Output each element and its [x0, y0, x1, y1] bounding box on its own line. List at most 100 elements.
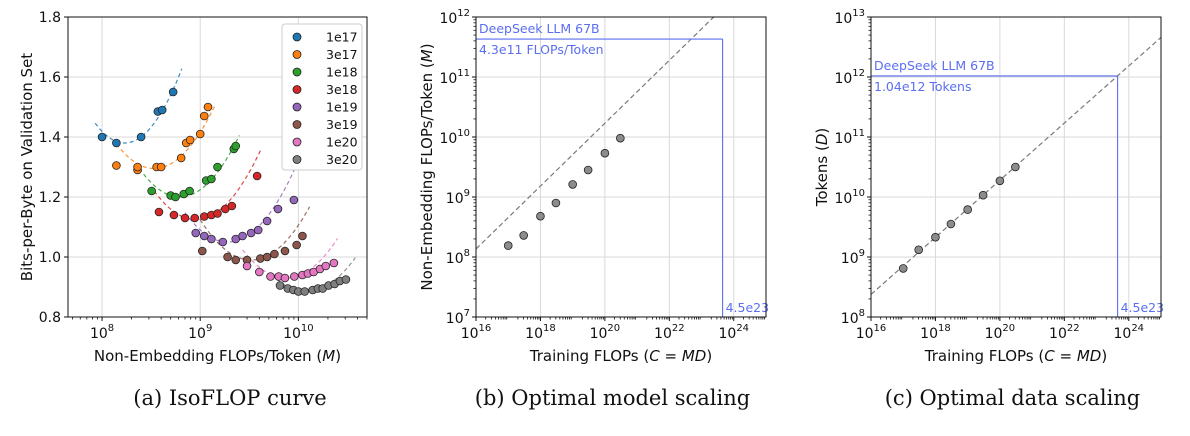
- data-point: [898, 264, 908, 273]
- y-tick-label: 1011: [439, 68, 470, 87]
- x-tick-label: 1016: [856, 323, 887, 342]
- x-tick-label: 1022: [654, 323, 685, 342]
- data-point-3e20: [300, 287, 310, 296]
- data-point: [946, 219, 956, 229]
- fit-line: [476, 17, 715, 250]
- legend-marker-1e17: [292, 32, 302, 42]
- plot-frame: [67, 16, 368, 318]
- fit-curve-1e18: [138, 135, 240, 198]
- data-point-1e19: [218, 237, 228, 247]
- x-tick-label: 1016: [461, 323, 492, 342]
- legend-marker-1e18: [292, 67, 302, 77]
- legend: 1e17 3e17 1e18 3e18 1e19 3e19 1e20 3e20: [281, 23, 363, 171]
- data-point-1e17: [168, 87, 178, 97]
- legend-marker-1e20: [292, 137, 302, 147]
- y-tick-label: 109: [841, 248, 865, 267]
- data-point: [978, 190, 988, 200]
- legend-marker-3e18: [292, 85, 302, 94]
- y-tick-label: 108: [841, 308, 865, 327]
- legend-marker-3e19: [292, 120, 302, 129]
- data-point: [536, 211, 545, 221]
- legend-label-3e19: 3e19: [326, 117, 358, 132]
- data-point: [914, 245, 923, 255]
- y-tick-label: 1.4: [39, 130, 61, 146]
- plot-frame: [475, 16, 767, 318]
- fit-curve-1e17: [94, 68, 183, 144]
- fit-curve-1e20: [242, 238, 338, 279]
- data-point-1e19: [262, 216, 272, 226]
- data-point-3e19: [262, 252, 272, 262]
- annotation-model-name: DeepSeek LLM 67B: [479, 21, 600, 36]
- y-tick-label: 1011: [834, 128, 865, 147]
- annotation-model-name: DeepSeek LLM 67B: [874, 58, 995, 73]
- data-point-1e19: [199, 231, 209, 241]
- data-point: [931, 232, 940, 242]
- data-point-3e17: [112, 161, 121, 170]
- data-point-3e18: [180, 213, 190, 223]
- data-point-3e18: [227, 201, 237, 211]
- annotation-value: 4.3e11 FLOPs/Token: [479, 42, 604, 57]
- panel-data-scaling: DeepSeek LLM 67B 1.04e12 Tokens 4.5e23 1016…: [795, 0, 1190, 436]
- data-point-3e19: [223, 252, 232, 262]
- data-point: [1011, 162, 1020, 172]
- fit-curve-3e19: [199, 206, 311, 261]
- legend-marker-3e17: [292, 50, 302, 59]
- data-point-3e18: [169, 210, 179, 220]
- annotation-flops: 4.5e23: [726, 300, 769, 315]
- y-tick-label: 1.2: [39, 190, 61, 206]
- data-point-1e19: [253, 225, 263, 235]
- data-point-3e19: [298, 231, 307, 241]
- data-point-1e17: [97, 132, 107, 142]
- x-tick-label: 1018: [525, 323, 556, 342]
- caption-c: (c) Optimal data scaling: [884, 386, 1141, 410]
- data-point-1e18: [213, 162, 222, 172]
- x-tick-label: 1024: [718, 323, 749, 342]
- data-point: [995, 176, 1005, 186]
- data-point-1e18: [171, 192, 180, 202]
- data-point-3e18: [252, 171, 262, 181]
- data-point-3e19: [231, 255, 241, 265]
- data-point-1e18: [147, 186, 156, 196]
- data-point-3e19: [280, 246, 290, 256]
- y-axis-label: Bits-per-Byte on Validation Set: [18, 53, 36, 281]
- data-point-3e17: [156, 162, 166, 172]
- legend-label-1e19: 1e19: [326, 100, 358, 115]
- data-point-1e18: [231, 141, 241, 151]
- data-point-1e17: [157, 105, 167, 115]
- panel-isoflop: 0.8 1.0 1.2 1.4 1.6 1.8 108 109 1010 Non-Embeddin…: [0, 0, 400, 436]
- data-point-1e20: [255, 267, 264, 277]
- data-point-3e18: [213, 209, 222, 218]
- data-point-3e17: [199, 111, 209, 121]
- legend-label-3e18: 3e18: [326, 82, 358, 97]
- data-point-1e20: [329, 258, 339, 268]
- data-point-3e19: [270, 249, 279, 259]
- data-point-3e17: [133, 162, 142, 172]
- data-point-1e20: [290, 272, 299, 281]
- data-point: [616, 133, 625, 143]
- panel-model-scaling: DeepSeek LLM 67B 4.3e11 FLOPs/Token 4.5e23…: [400, 0, 795, 436]
- data-point: [551, 198, 561, 208]
- legend-box: [281, 23, 363, 171]
- y-tick-label: 1013: [834, 8, 865, 27]
- x-tick-label: 1010: [283, 323, 314, 342]
- data-point-1e19: [273, 204, 283, 214]
- plot-frame: [870, 16, 1162, 318]
- legend-marker-3e20: [292, 155, 302, 164]
- data-point-1e20: [242, 261, 252, 271]
- isoflop-chart: 0.8 1.0 1.2 1.4 1.6 1.8 108 109 1010 Non-Embeddin…: [18, 10, 368, 365]
- x-tick-label: 1020: [590, 323, 621, 342]
- fit-curve-3e17: [115, 105, 216, 170]
- annotation-flops: 4.5e23: [1121, 300, 1164, 315]
- data-point: [519, 231, 528, 240]
- legend-label-1e20: 1e20: [326, 135, 358, 150]
- y-tick-label: 109: [446, 188, 470, 207]
- data-point-1e19: [289, 195, 299, 205]
- data-point-3e20: [341, 275, 351, 284]
- y-tick-label: 107: [446, 308, 470, 327]
- y-axis-label: Non-Embedding FLOPs/Token (M): [418, 43, 436, 290]
- model-scaling-chart: DeepSeek LLM 67B 4.3e11 FLOPs/Token 4.5e23…: [418, 8, 769, 365]
- caption-b: (b) Optimal model scaling: [474, 386, 751, 410]
- x-axis-label: Training FLOPs (C = MD): [924, 347, 1107, 365]
- x-axis-label: Non-Embedding FLOPs/Token (M): [94, 347, 341, 365]
- x-tick-label: 1024: [1113, 323, 1144, 342]
